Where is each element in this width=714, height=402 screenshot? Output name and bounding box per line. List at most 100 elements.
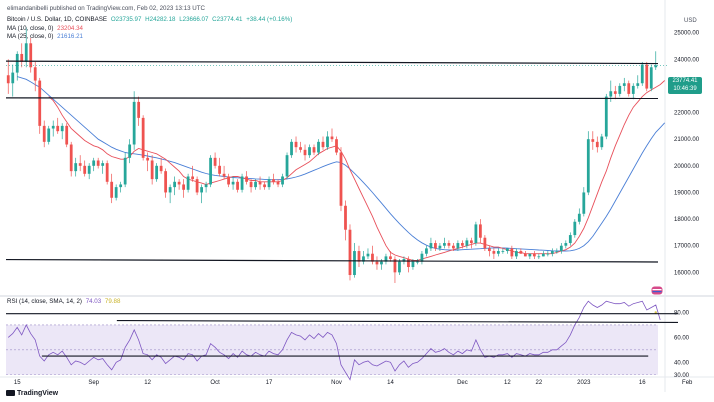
candle-body [582,192,586,214]
candle-body [29,43,33,68]
candle-body [461,243,464,246]
candle-body [420,253,424,262]
rsi-tick-label: 40.00 [674,360,690,366]
candle-body [344,205,347,230]
price-tick-label: 22000.00 [674,111,700,117]
rsi-label: RSI (14, close, SMA, 14, 2) [7,298,82,305]
candle-body [510,248,514,257]
candle-body [586,139,590,193]
candle-body [523,253,527,257]
candle-body [42,125,46,142]
candle-body [371,253,374,262]
candle-body [564,243,568,246]
time-tick-label: Nov [331,380,342,386]
candle-body [537,256,541,258]
candle-body [645,64,649,89]
ma10-legend[interactable]: MA (10, close, 0) 23204.34 [7,25,85,33]
tradingview-logo-icon [6,390,15,397]
candle-body [38,80,42,126]
candle-body [276,181,280,185]
candle-body [474,224,478,244]
candle-body [186,176,190,190]
candle-body [541,253,545,257]
candle-body [69,144,73,172]
candle-body [604,96,608,137]
rsi-legend[interactable]: RSI (14, close, SMA, 14, 2) 74.03 79.88 [7,298,122,306]
candle-body [78,163,82,166]
ohlc-close: C23774.41 [212,16,243,23]
candle-body [568,235,572,244]
candle-body [595,141,599,148]
time-tick-label: 14 [387,380,394,386]
ma25-legend[interactable]: MA (25, close, 0) 21616.21 [7,33,85,41]
candle-body [321,141,325,148]
ma10-line [48,80,666,261]
last-price: 23774.41 [672,78,698,84]
time-tick-label: 12 [144,380,151,386]
ohlc-high: H24282.18 [145,16,176,23]
candle-body [335,139,338,153]
candle-body [218,165,221,174]
last-price-tag: 23774.41 10:46:39 [668,77,702,94]
candle-body [60,125,64,132]
bar-countdown: 10:46:39 [673,86,697,92]
candle-body [299,147,302,150]
candle-body [402,259,406,262]
candle-body [231,181,235,185]
price-tick-label: 25000.00 [674,31,700,37]
candle-body [137,101,141,118]
candle-body [254,181,257,188]
candle-body [622,83,626,86]
candle-body [33,67,37,81]
candle-body [308,147,311,156]
price-tick-label: 20000.00 [674,164,700,170]
candle-body [119,184,123,188]
candle-body [528,253,532,257]
candle-body [209,157,212,185]
candle-body [407,259,410,268]
candle-body [317,141,320,153]
candle-body [366,253,370,257]
logo-text: TradingView [17,390,59,397]
published-line: elimandanibelli published on TradingView… [7,5,207,13]
candle-body [496,251,500,254]
rsi-tick-label: 30.00 [674,373,690,379]
support-resistance-line [5,258,659,263]
candle-body [281,176,284,185]
candle-body [150,160,154,180]
candle-body [577,213,581,222]
tradingview-logo: TradingView [6,390,58,397]
candle-body [267,179,271,188]
candle-body [425,248,428,254]
candle-body [227,176,230,185]
candle-body [469,240,473,244]
candle-body [550,251,554,254]
candle-body [258,181,262,185]
candle-body [339,152,343,206]
candle-body [434,243,437,249]
candle-body [11,72,15,84]
candle-body [51,125,55,129]
candle-body [631,85,635,94]
candle-body [398,261,401,273]
candle-body [191,176,195,180]
candle-body [56,125,60,132]
candle-body [164,171,168,193]
candle-body [389,256,392,260]
price-tick-label: 17000.00 [674,244,700,250]
candle-body [294,141,298,148]
candle-body [312,147,316,153]
price-tick-label: 18000.00 [674,217,700,223]
flag-icon[interactable] [651,286,663,295]
candle-body [353,251,356,276]
candle-body [483,237,487,249]
candle-body [159,165,163,172]
time-tick-label: Sep [88,380,99,386]
candle-body [272,179,275,182]
candle-body [546,253,550,255]
candle-body [452,245,455,249]
candle-body [20,53,24,62]
candle-body [15,53,19,73]
